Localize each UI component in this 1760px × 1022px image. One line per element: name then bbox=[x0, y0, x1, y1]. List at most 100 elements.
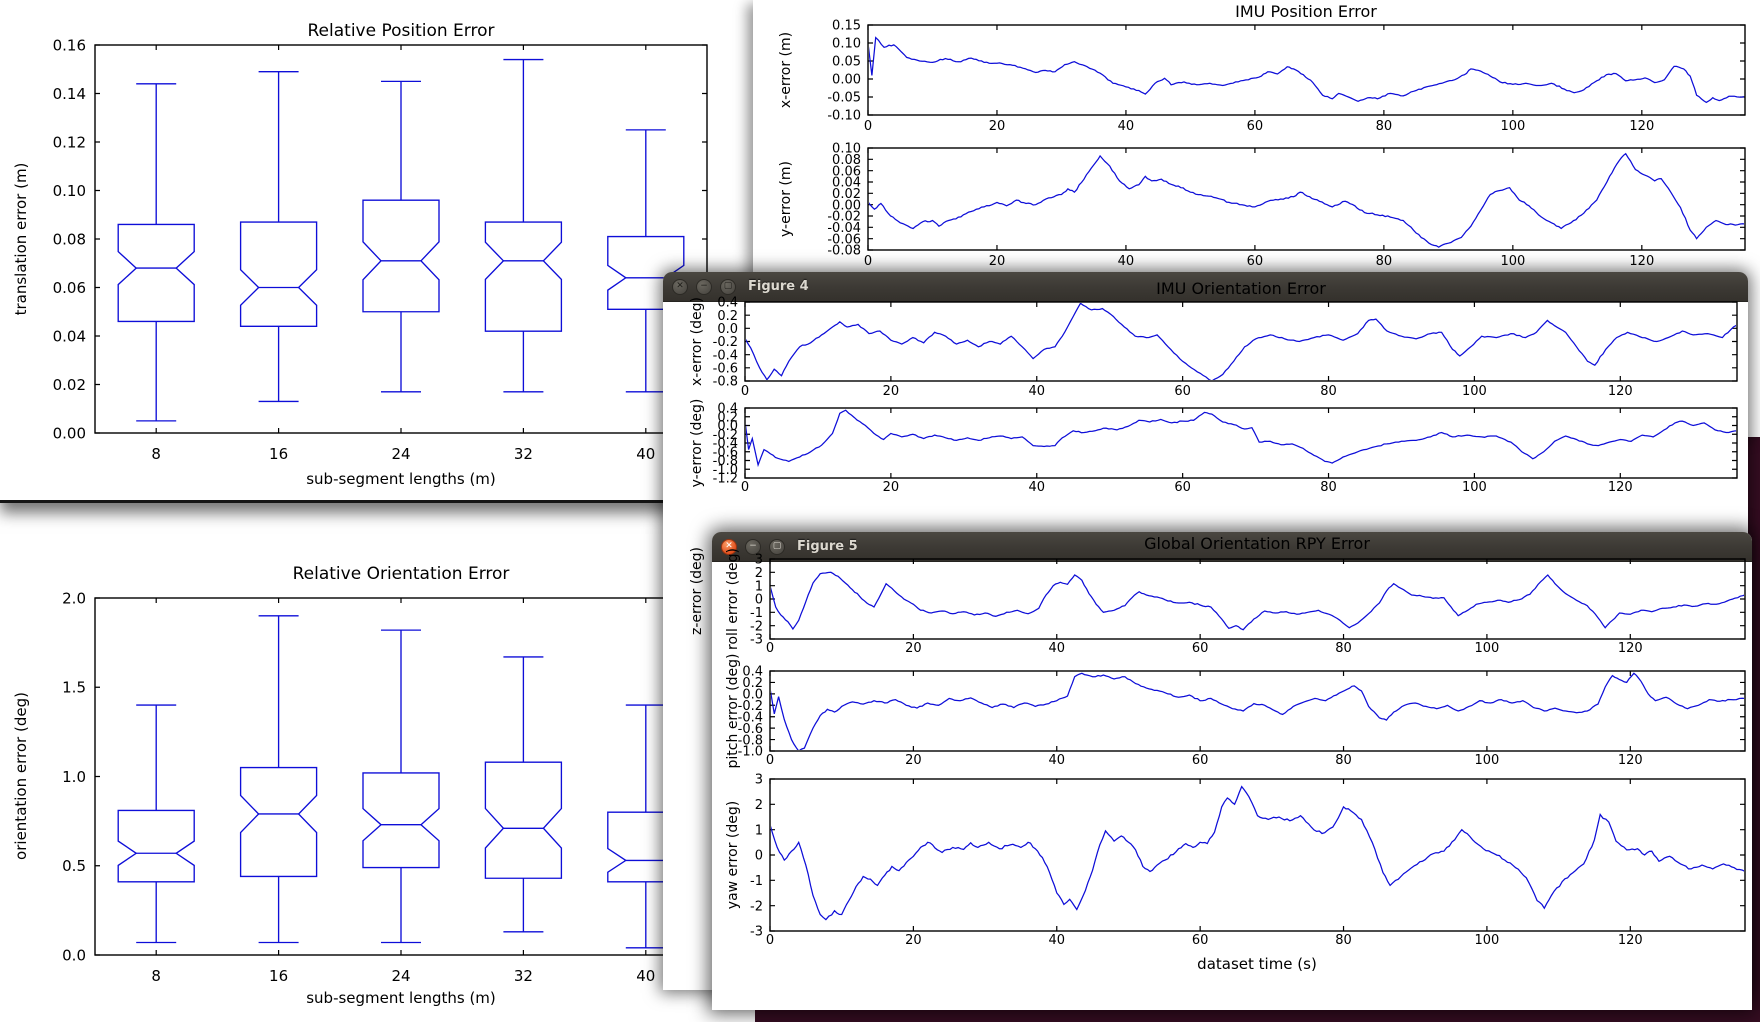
y-tick-label: 0.02 bbox=[53, 376, 86, 394]
x-tick-label: 100 bbox=[1474, 641, 1499, 656]
y-axis-label: x-error (m) bbox=[778, 32, 794, 108]
y-tick-label: 0.04 bbox=[53, 327, 86, 345]
y-axis-label: y-error (m) bbox=[778, 161, 794, 237]
x-tick-label: 20 bbox=[989, 254, 1006, 269]
y-tick-label: -0.10 bbox=[827, 109, 861, 124]
x-tick-label: 100 bbox=[1462, 384, 1487, 399]
x-tick-label: 0 bbox=[766, 753, 774, 768]
x-tick-label: 0 bbox=[741, 480, 749, 495]
data-series-line bbox=[771, 785, 1744, 921]
y-tick-label: 0.15 bbox=[832, 19, 861, 34]
y-axis-label: translation error (m) bbox=[12, 163, 30, 316]
x-tick-label: 60 bbox=[1192, 641, 1209, 656]
x-axis-label: dataset time (s) bbox=[1197, 955, 1317, 973]
x-tick-label: 60 bbox=[1247, 119, 1264, 134]
y-axis-label: roll error (deg) bbox=[725, 548, 741, 650]
axes-frame bbox=[744, 407, 1738, 479]
x-tick-label: 60 bbox=[1192, 753, 1209, 768]
data-series-line bbox=[746, 409, 1736, 468]
y-tick-label: 1.0 bbox=[62, 768, 86, 786]
x-tick-label: 80 bbox=[1376, 254, 1393, 269]
maximize-icon[interactable]: ▢ bbox=[720, 278, 736, 295]
y-tick-label: 0.00 bbox=[832, 198, 861, 213]
box-16 bbox=[239, 71, 318, 403]
minimize-icon[interactable]: − bbox=[745, 538, 761, 555]
box-32 bbox=[484, 58, 563, 393]
x-tick-label: 32 bbox=[514, 445, 533, 463]
y-tick-label: -1.2 bbox=[713, 472, 738, 487]
y-tick-label: 0.04 bbox=[832, 176, 861, 191]
y-tick-label: -2 bbox=[750, 899, 763, 914]
y-tick-label: 0.2 bbox=[717, 309, 738, 324]
plot-title: Relative Orientation Error bbox=[293, 564, 510, 584]
box-24 bbox=[362, 629, 440, 944]
data-series-line bbox=[771, 672, 1744, 750]
minimize-icon[interactable]: − bbox=[696, 278, 712, 295]
y-tick-label: 0.06 bbox=[832, 164, 861, 179]
titlebar-figure4[interactable]: ✕ − ▢ Figure 4 bbox=[663, 272, 1748, 302]
lineplot-imu-position: IMU Position Error 0 20 40 60 80 100 120 0.15 0.1… bbox=[778, 2, 1746, 269]
axes-frame bbox=[867, 147, 1746, 251]
y-tick-label: 2 bbox=[755, 566, 763, 581]
y-tick-label: -0.06 bbox=[827, 232, 861, 247]
y-tick-label: 0.0 bbox=[742, 688, 763, 703]
x-tick-label: 20 bbox=[883, 480, 900, 495]
y-tick-label: 0.0 bbox=[717, 419, 738, 434]
x-tick-label: 120 bbox=[1629, 254, 1654, 269]
x-tick-label: 20 bbox=[905, 753, 922, 768]
close-icon[interactable]: ✕ bbox=[672, 278, 688, 295]
window-relative-position: 0.00 0.02 0.04 0.06 0.08 0.10 0.12 0.14 0.16 8 16 2… bbox=[0, 0, 755, 503]
subplot: 0 20 40 60 80 100 120 0.15 0.10 0.05 0.00 -0.05 -0.1… bbox=[827, 19, 1746, 134]
y-tick-label: -0.6 bbox=[713, 445, 738, 460]
y-tick-label: 1 bbox=[755, 823, 763, 838]
x-tick-label: 100 bbox=[1474, 933, 1499, 948]
box-16 bbox=[239, 615, 318, 944]
y-tick-label: -0.4 bbox=[738, 710, 763, 725]
x-tick-label: 100 bbox=[1462, 480, 1487, 495]
box-24 bbox=[362, 80, 440, 393]
x-tick-label: 120 bbox=[1608, 384, 1633, 399]
y-tick-label: 0.2 bbox=[742, 676, 763, 691]
y-tick-label: -0.02 bbox=[827, 210, 861, 225]
x-tick-label: 40 bbox=[636, 445, 655, 463]
x-tick-label: 16 bbox=[269, 967, 288, 985]
y-tick-label: -0.8 bbox=[738, 733, 763, 748]
x-tick-label: 24 bbox=[391, 445, 410, 463]
x-tick-label: 80 bbox=[1335, 641, 1352, 656]
x-tick-label: 100 bbox=[1500, 254, 1525, 269]
x-tick-label: 0 bbox=[766, 641, 774, 656]
y-tick-label: 0.10 bbox=[53, 182, 86, 200]
plot-title: IMU Position Error bbox=[1235, 2, 1377, 21]
x-tick-label: 120 bbox=[1618, 753, 1643, 768]
plot-title: Global Orientation RPY Error bbox=[1144, 534, 1370, 553]
x-tick-label: 0 bbox=[766, 933, 774, 948]
x-tick-label: 100 bbox=[1474, 753, 1499, 768]
x-tick-label: 60 bbox=[1192, 933, 1209, 948]
y-tick-label: 0.12 bbox=[53, 133, 86, 151]
x-tick-label: 40 bbox=[1028, 384, 1045, 399]
y-axis-label: orientation error (deg) bbox=[12, 692, 30, 860]
titlebar-figure5[interactable]: ✕ − ▢ Figure 5 bbox=[712, 532, 1752, 562]
x-tick-label: 24 bbox=[391, 967, 410, 985]
x-tick-label: 20 bbox=[989, 119, 1006, 134]
y-tick-label: -0.2 bbox=[713, 428, 738, 443]
x-tick-label: 40 bbox=[1048, 933, 1065, 948]
subplot: 0 20 40 60 80 100 120 0.40.20.0-0.2-0.4-0.6-0.8… bbox=[713, 402, 1738, 495]
axes-frame bbox=[769, 778, 1746, 932]
x-tick-label: 40 bbox=[1028, 480, 1045, 495]
close-icon[interactable]: ✕ bbox=[721, 538, 737, 555]
y-tick-label: -0.04 bbox=[827, 221, 861, 236]
maximize-icon[interactable]: ▢ bbox=[769, 538, 785, 555]
x-tick-label: 0 bbox=[864, 119, 872, 134]
boxplot: 0.00 0.02 0.04 0.06 0.08 0.10 0.12 0.14 0.16 8 16 2… bbox=[12, 21, 708, 488]
y-tick-label: 0.00 bbox=[832, 73, 861, 88]
box-32 bbox=[484, 656, 563, 933]
axes-frame bbox=[867, 24, 1746, 116]
y-tick-label: 0.10 bbox=[832, 142, 861, 157]
x-tick-label: 8 bbox=[151, 967, 161, 985]
y-tick-label: 0.02 bbox=[832, 187, 861, 202]
window-relative-orientation: 0.0 0.5 1.0 1.5 2.0 8 16 24 32 40 Relative Orienta… bbox=[0, 503, 755, 1022]
